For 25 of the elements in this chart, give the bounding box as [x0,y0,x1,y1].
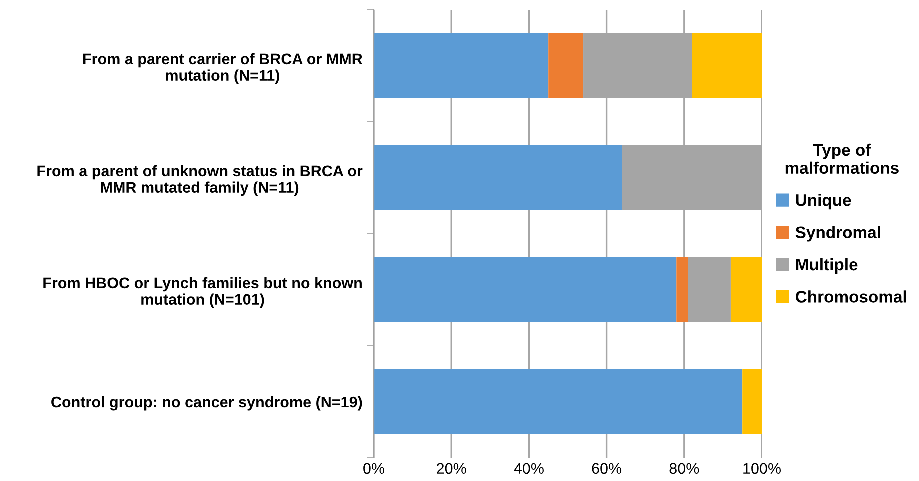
legend-label: Chromosomal [796,290,906,303]
y-tick-label: Control group: no cancer syndrome (N=19) [52,396,362,411]
legend-label: Unique [796,194,852,210]
y-tick-label: From a parent carrier of BRCA or MMR mutation (N=11) [84,53,363,84]
x-tick-label: 40% [514,463,544,474]
bar [676,258,688,322]
bar [374,34,549,98]
y-tick-label: From a parent of unknown status in BRCA or MMR mutated family (N=11) [38,165,363,196]
x-tick-label: 20% [437,463,466,474]
x-tick-label: 0% [364,463,384,474]
bar [374,146,622,210]
y-tick-label: From HBOC or Lynch families but no known mutation (N=101) [44,277,362,308]
bar [742,370,762,434]
legend-label: Syndromal [796,226,880,242]
bar [730,258,762,322]
x-tick-label: 80% [670,463,700,474]
legend-title: Type of malformations [786,144,899,174]
bar [548,34,584,98]
bar [688,258,731,322]
bar [374,370,743,434]
legend-label: Multiple [796,258,858,274]
x-tick-label: 100% [744,463,781,474]
bar [692,34,762,98]
x-tick-label: 60% [592,463,622,474]
bar [374,258,677,322]
